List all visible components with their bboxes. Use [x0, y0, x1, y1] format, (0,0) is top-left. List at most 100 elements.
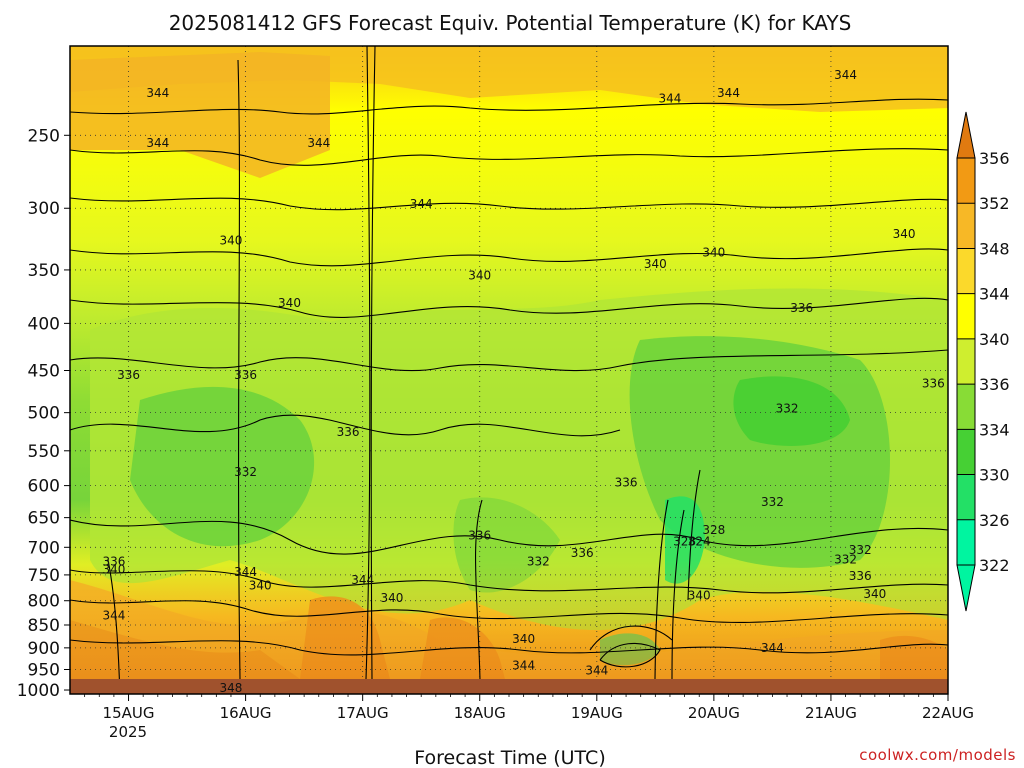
contour-label: 344: [717, 86, 740, 100]
field-region: [70, 560, 948, 679]
contour-label: 324: [688, 535, 711, 549]
contour-line: [70, 569, 948, 594]
y-tick-label: 800: [28, 592, 60, 612]
field-region: [70, 52, 330, 178]
x-tick-label: 15AUG: [103, 704, 155, 722]
contour-label: 344: [410, 197, 433, 211]
contour-label: 348: [220, 681, 243, 695]
contour-label: 336: [790, 301, 813, 315]
y-tick-label: 600: [28, 477, 60, 497]
contour-line: [365, 46, 371, 680]
contour-label: 340: [702, 245, 725, 259]
contour-line: [70, 639, 948, 656]
colorbar-segment: [957, 203, 975, 249]
contour-label: 328: [702, 523, 725, 537]
colorbar-segment: [957, 474, 975, 521]
contour-line: [370, 46, 376, 680]
contour-line: [671, 509, 685, 680]
y-tick-label: 250: [28, 126, 60, 146]
contour-label: 340: [644, 257, 667, 271]
colorbar-label: 340: [979, 330, 1010, 349]
chart-title: 2025081412 GFS Forecast Equiv. Potential…: [169, 11, 852, 35]
contour-label: 340: [468, 269, 491, 283]
contour-label: 344: [351, 573, 374, 587]
contour-label: 332: [761, 495, 784, 509]
contour-label: 340: [249, 578, 272, 592]
colorbar-label: 356: [979, 149, 1010, 168]
colorbar-segment: [957, 384, 975, 430]
y-tick-label: 450: [28, 361, 60, 381]
field-regions: [70, 46, 948, 679]
contour-label: 344: [512, 658, 535, 672]
contour-line: [70, 349, 948, 372]
colorbar-label: 348: [979, 239, 1010, 258]
contour-label: 344: [307, 136, 330, 150]
contour-label: 332: [776, 402, 799, 416]
contour-line: [70, 599, 948, 624]
colorbar-label: 330: [979, 466, 1010, 485]
colorbar-label: 352: [979, 194, 1010, 213]
y-tick-label: 350: [28, 261, 60, 281]
contour-line: [589, 625, 673, 651]
x-axis: 15AUG 16AUG 17AUG 18AUG 19AUG 20AUG 21AUG 22AUG: [84, 694, 974, 722]
colorbar-segment: [957, 429, 975, 476]
colorbar-segment: [957, 338, 975, 385]
contour-line: [654, 499, 669, 680]
colorbar-label: 336: [979, 375, 1010, 394]
y-tick-label: 650: [28, 509, 60, 529]
contour-label: 336: [117, 368, 140, 382]
contour-label: 340: [512, 632, 535, 646]
contour-line: [70, 98, 948, 115]
contour-label: 344: [146, 136, 169, 150]
contour-label: 336: [468, 529, 491, 543]
contour-lines: [70, 46, 948, 694]
contour-label: 344: [834, 68, 857, 82]
contour-label: 344: [102, 608, 125, 622]
y-tick-label: 400: [28, 314, 60, 334]
colorbar: 356 352 348 344 340 336 334 330 326 322: [956, 111, 1010, 612]
x-tick-label: 18AUG: [454, 704, 506, 722]
contour-label: 340: [688, 589, 711, 603]
contour-line: [70, 197, 948, 211]
contour-label: 344: [234, 565, 257, 579]
contour-label: 336: [337, 425, 360, 439]
x-tick-label: 20AUG: [688, 704, 740, 722]
contour-label: 340: [220, 233, 243, 247]
colorbar-bottom-arrow: [956, 564, 976, 612]
colorbar-segment: [957, 248, 975, 295]
contour-label: 336: [849, 569, 872, 583]
terrain-band: [70, 679, 948, 694]
contour-label: 332: [834, 553, 857, 567]
y-tick-label: 900: [28, 639, 60, 659]
y-tick-label: 300: [28, 199, 60, 219]
y-tick-label: 700: [28, 538, 60, 558]
y-tick-label: 1000: [17, 681, 60, 701]
x-tick-label: 19AUG: [571, 704, 623, 722]
contour-label: 340: [380, 591, 403, 605]
contour-line: [237, 59, 241, 680]
colorbar-label: 326: [979, 511, 1010, 530]
y-tick-label: 750: [28, 566, 60, 586]
contour-label: 336: [571, 546, 594, 560]
contour-label: 340: [278, 296, 301, 310]
colorbar-top-arrow: [956, 111, 976, 159]
contour-label: 340: [893, 227, 916, 241]
contour-label: 332: [849, 543, 872, 557]
contour-label: 328: [673, 535, 696, 549]
contour-line: [599, 642, 661, 668]
contour-label: 336: [102, 554, 125, 568]
credit-text: coolwx.com/models: [859, 746, 1016, 764]
field-region: [130, 386, 315, 547]
y-tick-label: 850: [28, 616, 60, 636]
contour-line: [107, 559, 121, 694]
y-tick-label: 950: [28, 660, 60, 680]
x-tick-label: 21AUG: [805, 704, 857, 722]
contour-label: 344: [585, 663, 608, 677]
x-axis-title: Forecast Time (UTC): [414, 747, 605, 768]
y-tick-label: 500: [28, 404, 60, 424]
x-tick-label: 16AUG: [220, 704, 272, 722]
y-axis: 250 300 350 400 450 500 550 600 650 700 750 800 850 9…: [17, 126, 70, 701]
contour-label: 336: [922, 377, 945, 391]
